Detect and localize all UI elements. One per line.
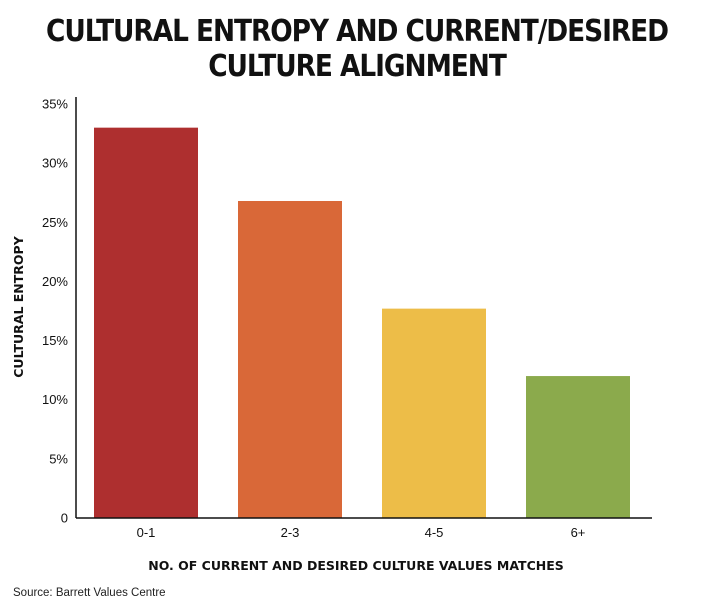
y-tick-label: 35% — [42, 97, 68, 112]
source-note: Source: Barrett Values Centre — [13, 587, 166, 599]
y-tick-labels: 0 5% 10% 15% 20% 25% 30% 35% — [42, 97, 68, 526]
x-axis-label: NO. OF CURRENT AND DESIRED CULTURE VALUE… — [148, 558, 564, 573]
y-tick-label: 10% — [42, 392, 68, 407]
x-tick-label: 0-1 — [137, 525, 156, 540]
bar-0-1 — [94, 127, 198, 519]
y-tick-label: 0 — [61, 511, 68, 526]
y-tick-label: 25% — [42, 215, 68, 230]
bar-6+ — [526, 376, 630, 518]
y-axis-label: CULTURAL ENTROPY — [11, 235, 26, 377]
bars-group — [94, 127, 630, 519]
x-tick-labels: 0-1 2-3 4-5 6+ — [137, 525, 586, 540]
bar-4-5 — [382, 308, 486, 518]
x-tick-label: 4-5 — [425, 525, 444, 540]
x-tick-label: 2-3 — [281, 525, 300, 540]
y-tick-label: 30% — [42, 156, 68, 171]
chart-title: CULTURAL ENTROPY AND CURRENT/DESIRED CUL… — [43, 14, 671, 84]
chart-title-line-1: CULTURAL ENTROPY AND CURRENT/DESIRED — [46, 14, 669, 49]
y-tick-label: 20% — [42, 274, 68, 289]
chart-title-line-2: CULTURE ALIGNMENT — [208, 49, 507, 84]
bar-2-3 — [238, 200, 342, 518]
y-tick-label: 15% — [42, 333, 68, 348]
x-tick-label: 6+ — [571, 525, 586, 540]
y-tick-label: 5% — [49, 451, 68, 466]
